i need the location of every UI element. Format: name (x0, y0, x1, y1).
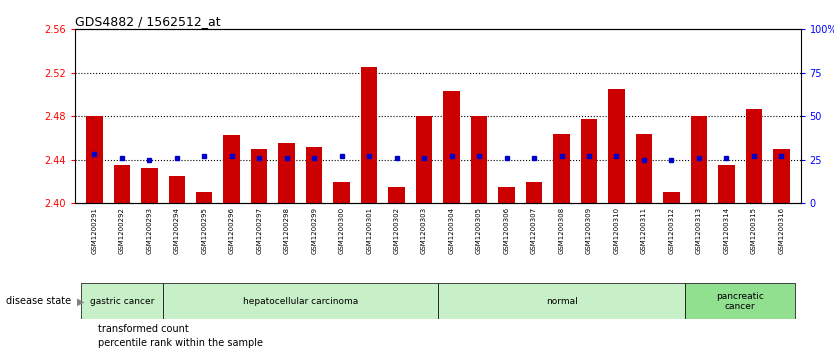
Text: GSM1200299: GSM1200299 (311, 207, 317, 254)
Text: GDS4882 / 1562512_at: GDS4882 / 1562512_at (75, 15, 221, 28)
Text: GSM1200313: GSM1200313 (696, 207, 702, 254)
Bar (525, 182, 542, 203)
Text: GSM1200301: GSM1200301 (366, 207, 372, 254)
Text: GSM1200293: GSM1200293 (146, 207, 153, 254)
Text: GSM1200298: GSM1200298 (284, 207, 289, 254)
Text: GSM1200294: GSM1200294 (173, 207, 180, 254)
Text: GSM1200310: GSM1200310 (614, 207, 620, 254)
Bar (636, 134, 652, 203)
Text: transformed count: transformed count (98, 323, 189, 334)
Bar (251, 149, 268, 203)
Bar (663, 192, 680, 203)
Bar (444, 91, 460, 203)
Bar (416, 116, 432, 203)
Bar (553, 134, 570, 203)
Bar (471, 116, 487, 203)
Bar (81, 283, 163, 319)
Text: GSM1200311: GSM1200311 (641, 207, 647, 254)
Text: GSM1200315: GSM1200315 (751, 207, 757, 254)
Bar (580, 119, 597, 203)
Text: GSM1200291: GSM1200291 (91, 207, 98, 254)
Bar (389, 187, 404, 203)
Bar (141, 168, 158, 203)
Text: GSM1200316: GSM1200316 (778, 207, 785, 254)
Bar (718, 165, 735, 203)
Text: hepatocellular carcinoma: hepatocellular carcinoma (243, 297, 358, 306)
Text: GSM1200304: GSM1200304 (449, 207, 455, 254)
Text: percentile rank within the sample: percentile rank within the sample (98, 338, 264, 348)
Text: GSM1200306: GSM1200306 (504, 207, 510, 254)
Bar (334, 182, 350, 203)
Text: ▶: ▶ (77, 296, 84, 306)
Text: GSM1200314: GSM1200314 (723, 207, 730, 254)
Bar (196, 192, 213, 203)
Text: disease state: disease state (6, 296, 71, 306)
Text: GSM1200305: GSM1200305 (476, 207, 482, 254)
Bar (113, 165, 130, 203)
Text: GSM1200303: GSM1200303 (421, 207, 427, 254)
Bar (498, 187, 515, 203)
Bar (224, 135, 240, 203)
Text: pancreatic
cancer: pancreatic cancer (716, 291, 764, 311)
Bar (306, 147, 323, 203)
Text: GSM1200300: GSM1200300 (339, 207, 344, 254)
Bar (438, 283, 686, 319)
Text: gastric cancer: gastric cancer (89, 297, 154, 306)
Text: GSM1200309: GSM1200309 (586, 207, 592, 254)
Text: GSM1200297: GSM1200297 (256, 207, 262, 254)
Bar (691, 116, 707, 203)
Bar (773, 149, 790, 203)
Text: GSM1200295: GSM1200295 (201, 207, 207, 254)
Text: normal: normal (545, 297, 577, 306)
Bar (608, 89, 625, 203)
Bar (168, 176, 185, 203)
Text: GSM1200308: GSM1200308 (559, 207, 565, 254)
Text: GSM1200296: GSM1200296 (229, 207, 234, 254)
Text: GSM1200292: GSM1200292 (118, 207, 125, 254)
Bar (686, 283, 795, 319)
Text: GSM1200312: GSM1200312 (669, 207, 675, 254)
Bar (746, 109, 762, 203)
Text: GSM1200307: GSM1200307 (531, 207, 537, 254)
Bar (86, 116, 103, 203)
Text: GSM1200302: GSM1200302 (394, 207, 399, 254)
Bar (361, 67, 377, 203)
Bar (163, 283, 438, 319)
Bar (279, 143, 295, 203)
